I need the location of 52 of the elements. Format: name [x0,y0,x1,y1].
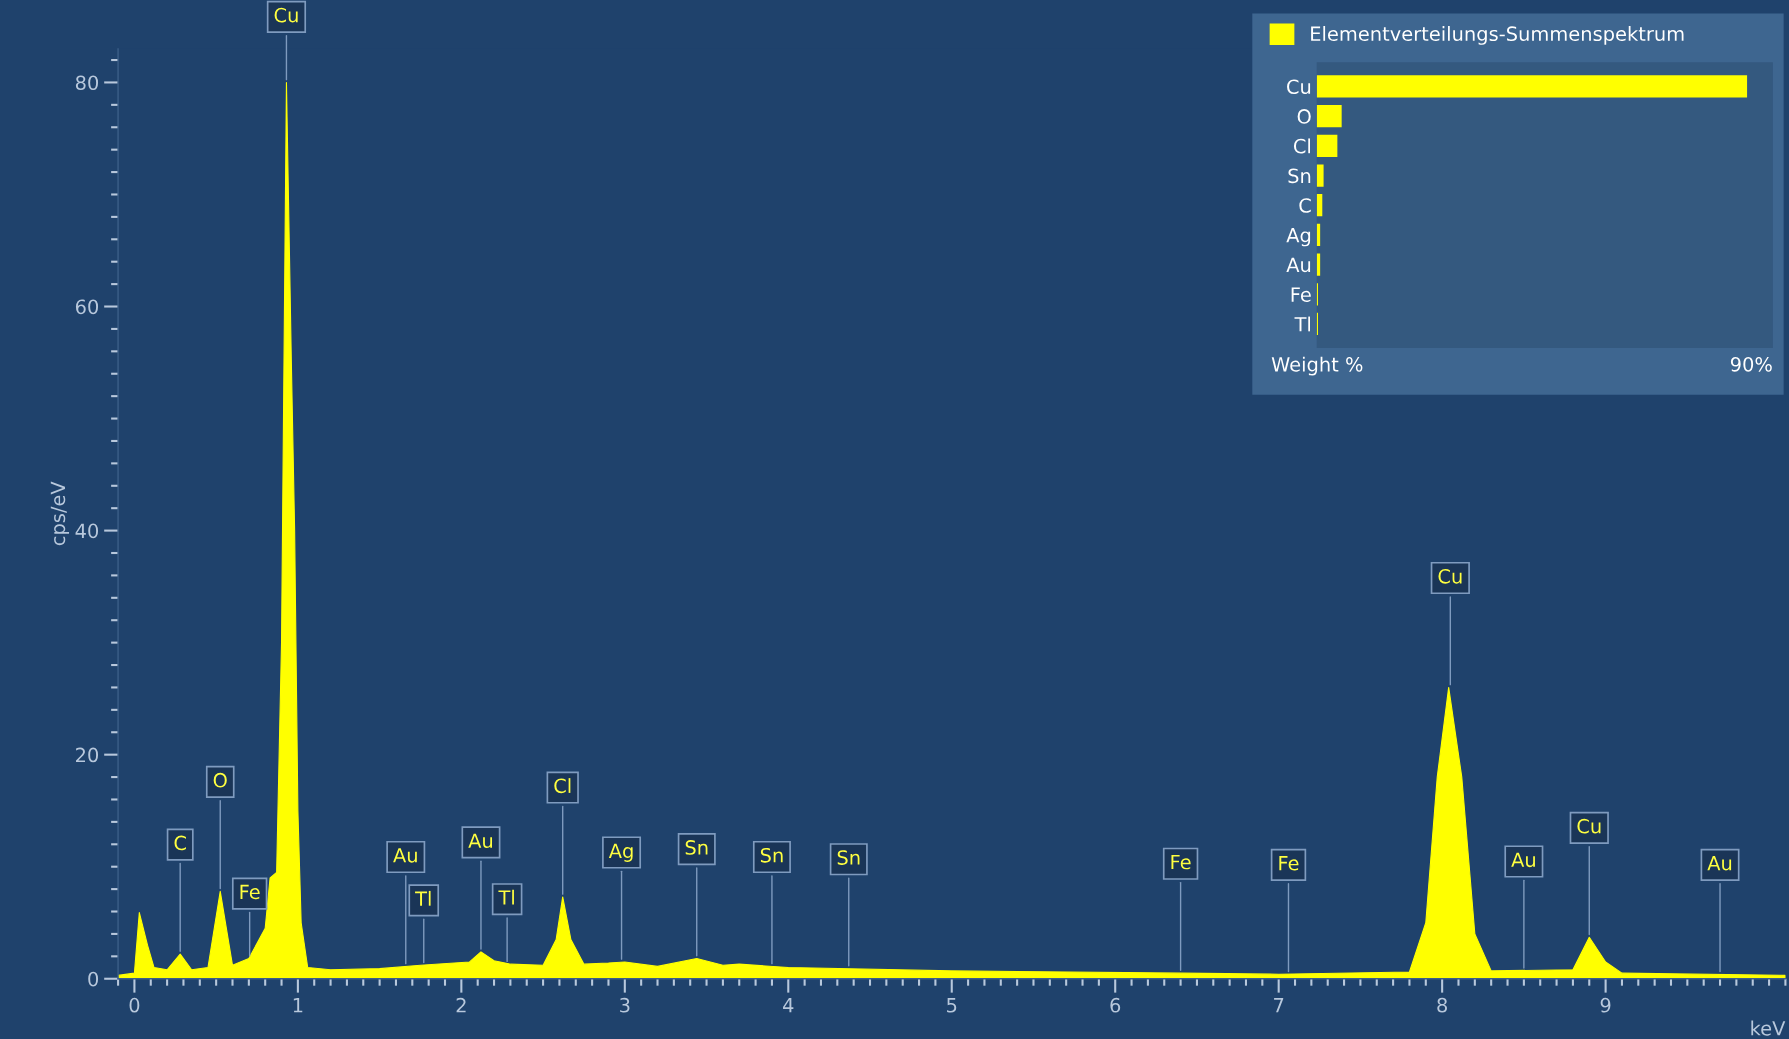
annotation: Cu [1438,568,1462,584]
annotation: Sn [760,847,783,863]
y-tick-label: Fe [1291,287,1311,302]
legend-label: Elementverteilungs-Summenspektrum [1311,26,1684,45]
x-tick-label: 3 [620,997,630,1013]
annotation: Tl [498,889,514,905]
y-tick-label: O [1297,109,1311,124]
x-tick-label: 9 [1600,997,1611,1013]
y-tick-label: Ag [1286,228,1311,247]
annotation: Cu [274,7,298,23]
x-axis-title: keV [1751,1020,1786,1036]
y-tick-label: 0 [88,971,99,987]
y-tick-label: 60 [75,299,99,315]
x-tick-label: 7 [1274,998,1284,1013]
bar [1316,164,1324,187]
annotation: Au [1707,856,1732,871]
x-tick-label: 2 [456,997,466,1013]
annotation: Fe [1171,854,1191,870]
annotation: Au [393,848,417,863]
y-tick-label: Au [1286,257,1311,273]
annotation: Au [468,833,493,849]
bar [1316,134,1338,157]
y-axis-title: cps/eV [50,481,70,546]
x-tick-label: 1 [293,998,303,1013]
x-axis-title: Weight % [1271,356,1363,376]
y-tick-label: C [1299,198,1311,213]
y-tick-label: 20 [76,747,99,763]
annotation: Fe [240,884,260,900]
x-tick-label: 0 [129,997,140,1013]
annotation: Sn [685,840,708,855]
annotation: C [174,835,186,851]
y-tick-label: Cl [1293,138,1311,154]
bar [1316,105,1342,128]
x-tick-label: 4 [783,998,794,1013]
y-tick-label: Cu [1287,79,1311,95]
y-tick-label: Sn [1288,168,1311,184]
annotation: Au [1511,852,1535,868]
annotation: Cl [554,778,571,794]
x-tick-label: 8 [1437,997,1447,1013]
bar [1316,75,1748,98]
bar [1316,253,1321,276]
annotation: Sn [837,850,860,865]
x-tick-label: 6 [1110,997,1121,1013]
y-tick-label: Tl [1294,316,1311,332]
annotation: Ag [608,843,633,862]
annotation: Cu [1577,818,1601,834]
y-tick-label: 80 [75,75,99,91]
annotation: O [213,772,227,788]
annotation: Tl [415,890,431,906]
annotation: 90% [1730,356,1772,372]
x-tick-label: 5 [947,998,957,1013]
y-tick-label: 40 [75,523,99,539]
